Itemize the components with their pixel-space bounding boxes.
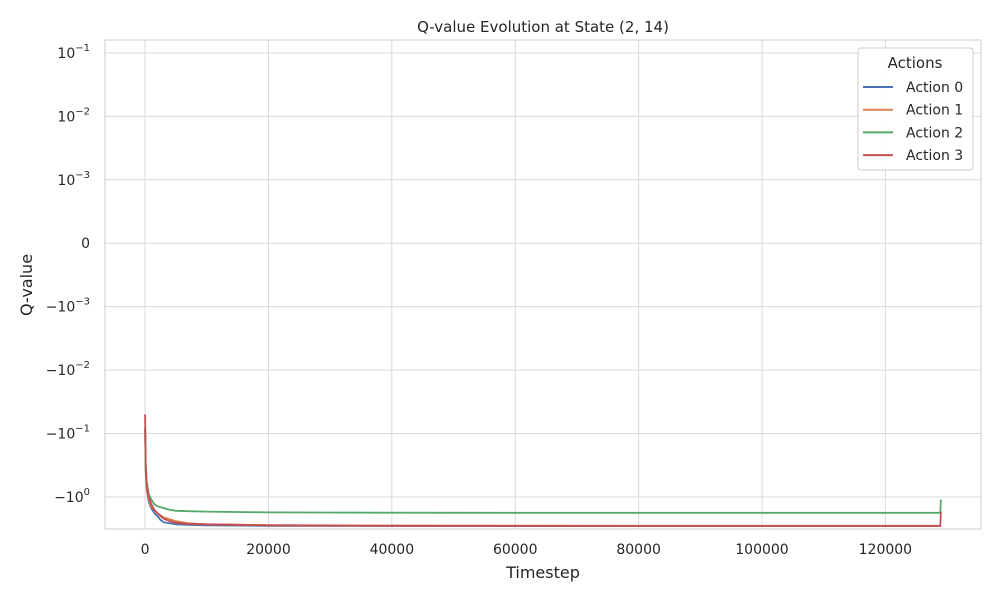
series-line-action-3	[144, 414, 942, 527]
legend-entries: Action 0 Action 1 Action 2 Action 3	[863, 80, 963, 164]
grid	[105, 40, 981, 529]
x-tick-label: 0	[141, 542, 150, 558]
y-tick-label: −10−3	[46, 297, 90, 316]
y-tick-label: −10−2	[46, 360, 90, 379]
legend: Actions Action 0 Action 1 Action 2 Action 3	[857, 47, 974, 171]
x-tick-label: 60000	[493, 542, 538, 558]
y-tick-label: 10−3	[57, 170, 90, 189]
legend-label: Action 3	[906, 148, 963, 164]
y-tick-label: 10−1	[57, 43, 90, 62]
x-tick-label: 40000	[370, 542, 415, 558]
x-tick-label: 20000	[246, 542, 291, 558]
legend-title: Actions	[888, 54, 943, 72]
x-tick-label: 100000	[735, 542, 788, 558]
y-axis-label: Q-value	[17, 254, 36, 316]
legend-box	[857, 47, 974, 171]
y-tick-label: 10−2	[57, 106, 90, 125]
x-tick-label: 120000	[859, 542, 912, 558]
y-tick-labels: 10−1 10−2 10−3 0 −10−3 −10−2 −10−1 −100	[46, 43, 90, 506]
x-tick-label: 80000	[616, 542, 661, 558]
y-tick-label: 0	[81, 236, 90, 252]
series-layer	[144, 414, 942, 527]
x-tick-labels: 0 20000 40000 60000 80000 100000 120000	[141, 542, 912, 558]
y-tick-label: −100	[54, 487, 90, 506]
y-tick-label: −10−1	[46, 424, 90, 443]
chart-title: Q-value Evolution at State (2, 14)	[417, 18, 669, 36]
legend-label: Action 0	[906, 80, 963, 96]
plot-frame	[104, 39, 982, 530]
x-axis-label: Timestep	[505, 563, 580, 582]
legend-label: Action 2	[906, 125, 963, 141]
legend-label: Action 1	[906, 103, 963, 119]
